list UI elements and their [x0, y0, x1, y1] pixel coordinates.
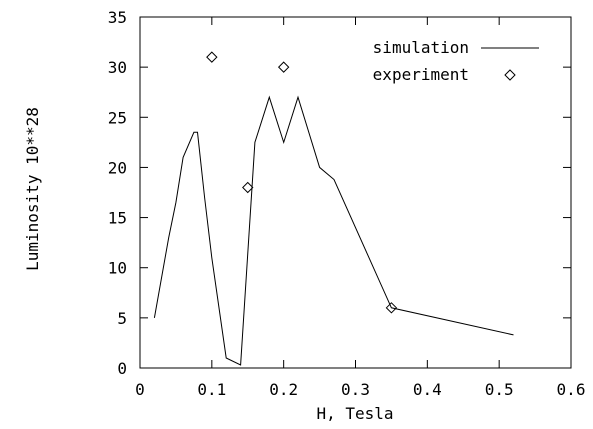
- tick-labels: 0 0.1 0.2 0.3 0.4 0.5 0.6 0 5 10 15 20 25 30 35: [108, 8, 586, 399]
- x-tick-label: 0: [135, 380, 145, 399]
- data-point-experiment: [277, 61, 290, 73]
- legend-label-simulation: simulation: [373, 38, 469, 57]
- legend: simulation experiment: [373, 38, 539, 84]
- y-tick-label: 20: [108, 158, 127, 177]
- tick-marks: [139, 16, 572, 369]
- y-tick-label: 0: [117, 359, 127, 378]
- y-tick-label: 5: [117, 309, 127, 328]
- y-axis-label: Luminosity 10**28: [23, 107, 42, 271]
- data-series: [153, 51, 514, 366]
- x-tick-label: 0.2: [269, 380, 298, 399]
- x-axis-label: H, Tesla: [316, 404, 393, 423]
- y-tick-label: 15: [108, 209, 127, 228]
- x-tick-label: 0.5: [485, 380, 514, 399]
- legend-marker-experiment: [504, 69, 516, 81]
- y-tick-label: 10: [108, 259, 127, 278]
- plot-frame: [139, 16, 572, 369]
- data-point-experiment: [206, 51, 218, 63]
- data-point-experiment: [242, 181, 254, 194]
- legend-label-experiment: experiment: [373, 65, 469, 84]
- x-tick-label: 0.3: [341, 380, 370, 399]
- y-tick-label: 30: [108, 58, 127, 77]
- x-tick-label: 0.6: [557, 380, 586, 399]
- plot-border: [139, 16, 572, 369]
- data-point-experiment: [385, 302, 398, 314]
- x-tick-label: 0.4: [413, 380, 442, 399]
- y-tick-label: 35: [108, 8, 127, 27]
- x-tick-label: 0.1: [197, 380, 226, 399]
- y-tick-label: 25: [108, 108, 127, 127]
- series-line-simulation: [153, 95, 514, 366]
